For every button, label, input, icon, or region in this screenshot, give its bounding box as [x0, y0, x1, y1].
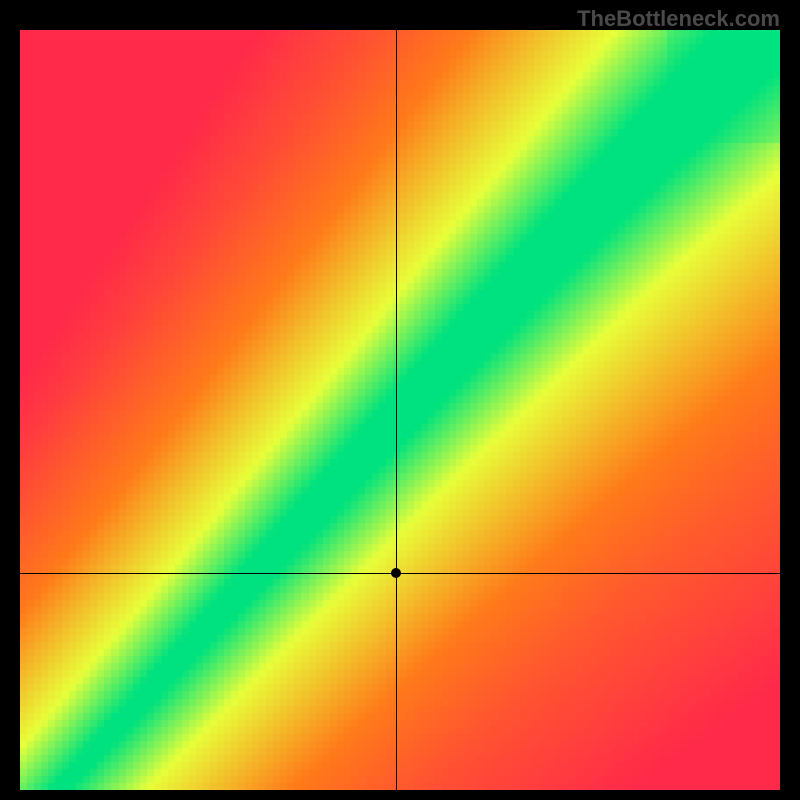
crosshair-vertical — [396, 30, 397, 790]
watermark-text: TheBottleneck.com — [577, 6, 780, 32]
crosshair-marker-dot — [391, 568, 401, 578]
heatmap-chart — [20, 30, 780, 790]
heatmap-canvas — [20, 30, 780, 790]
